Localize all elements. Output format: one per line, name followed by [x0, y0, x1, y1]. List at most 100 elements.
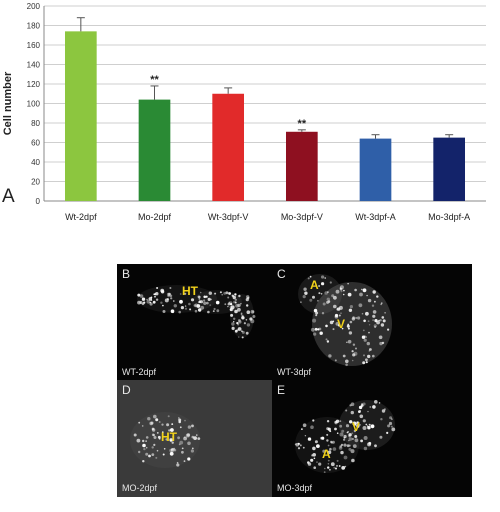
- bar: [212, 93, 245, 201]
- cell-nucleus: [327, 463, 330, 465]
- cell-nucleus: [191, 435, 195, 439]
- cell-nucleus: [351, 359, 354, 362]
- cell-nucleus: [187, 425, 192, 429]
- cell-nucleus: [369, 406, 372, 408]
- cell-nucleus: [142, 439, 145, 443]
- cell-nucleus: [198, 295, 201, 299]
- cell-nucleus: [340, 450, 344, 455]
- cell-nucleus: [329, 447, 332, 451]
- cell-nucleus: [219, 291, 222, 294]
- cell-nucleus: [342, 354, 346, 358]
- cell-nucleus: [372, 310, 377, 314]
- cell-nucleus: [191, 447, 194, 450]
- cell-nucleus: [362, 361, 366, 365]
- cell-nucleus: [351, 432, 354, 435]
- cell-nucleus: [179, 293, 182, 295]
- cell-nucleus: [334, 313, 339, 318]
- y-tick-label: 160: [27, 41, 41, 50]
- cell-nucleus: [327, 450, 332, 455]
- cell-nucleus: [351, 458, 355, 463]
- cell-nucleus: [160, 301, 163, 304]
- cell-nucleus: [350, 402, 355, 406]
- cell-nucleus: [181, 447, 184, 450]
- cell-nucleus: [324, 467, 326, 470]
- cell-nucleus: [366, 294, 368, 297]
- cell-nucleus: [297, 447, 301, 450]
- cell-nucleus: [367, 320, 370, 323]
- cell-nucleus: [215, 300, 220, 305]
- bar: [138, 99, 171, 201]
- cell-nucleus: [238, 294, 241, 298]
- cell-nucleus: [351, 350, 354, 353]
- cell-nucleus: [370, 424, 375, 429]
- cell-nucleus: [366, 341, 370, 346]
- label-atrium-e: A: [322, 447, 331, 461]
- cell-nucleus: [237, 303, 241, 308]
- panel-letter-a: A: [2, 186, 15, 207]
- cell-nucleus: [310, 425, 314, 429]
- cell-nucleus: [153, 443, 156, 446]
- cell-nucleus: [162, 453, 165, 456]
- cell-nucleus: [339, 287, 342, 289]
- cell-nucleus: [363, 446, 368, 451]
- bar: [433, 137, 466, 201]
- cell-nucleus: [342, 293, 345, 296]
- cell-nucleus: [171, 423, 174, 425]
- cell-nucleus: [340, 443, 344, 447]
- cell-nucleus: [374, 400, 378, 404]
- cell-nucleus: [179, 299, 183, 304]
- cell-nucleus: [181, 450, 184, 454]
- cell-nucleus: [198, 300, 202, 303]
- cell-nucleus: [210, 298, 212, 301]
- cell-nucleus: [178, 418, 182, 422]
- cell-nucleus: [309, 275, 312, 278]
- cell-nucleus: [172, 436, 174, 438]
- cell-nucleus: [203, 301, 207, 305]
- cell-nucleus: [162, 304, 164, 307]
- cell-nucleus: [336, 432, 339, 434]
- cell-nucleus: [141, 297, 146, 301]
- cell-nucleus: [304, 291, 308, 295]
- cell-nucleus: [231, 294, 234, 297]
- cell-nucleus: [236, 322, 239, 325]
- cell-nucleus: [153, 414, 157, 419]
- x-tick-label: Mo-3dpf-V: [281, 212, 323, 222]
- cell-nucleus: [381, 341, 385, 345]
- cell-nucleus: [354, 438, 359, 443]
- cell-nucleus: [363, 338, 367, 342]
- cell-nucleus: [310, 458, 314, 462]
- cell-nucleus: [155, 456, 158, 459]
- cell-nucleus: [151, 446, 154, 449]
- cell-nucleus: [319, 331, 323, 335]
- cell-nucleus: [233, 321, 235, 323]
- cell-nucleus: [321, 282, 325, 286]
- cell-nucleus: [303, 287, 307, 291]
- cell-nucleus: [241, 330, 245, 334]
- cell-nucleus: [368, 441, 372, 445]
- cell-nucleus: [307, 437, 312, 441]
- cell-nucleus: [360, 404, 364, 407]
- cell-nucleus: [146, 299, 151, 304]
- cell-nucleus: [153, 293, 155, 295]
- panel-letter-d: D: [122, 383, 131, 397]
- cell-nucleus: [151, 453, 155, 456]
- x-tick-label: Wt-3dpf-A: [355, 212, 396, 222]
- cell-nucleus: [387, 328, 390, 331]
- cell-nucleus: [374, 300, 376, 303]
- cell-nucleus: [313, 308, 318, 313]
- cell-nucleus: [190, 449, 194, 453]
- cell-nucleus: [329, 281, 332, 284]
- cell-nucleus: [378, 319, 380, 322]
- bar-chart-svg: 0 20 40 60 80 100 120 140 160 180 200 Cell number Wt…: [2, 2, 486, 222]
- cell-nucleus: [354, 435, 358, 438]
- cell-nucleus: [348, 433, 352, 437]
- cell-nucleus: [234, 293, 237, 296]
- cell-nucleus: [197, 295, 201, 299]
- bar-chart: 0 20 40 60 80 100 120 140 160 180 200 Cell number Wt…: [0, 0, 500, 232]
- cell-nucleus: [343, 443, 347, 447]
- cell-nucleus: [365, 361, 368, 364]
- panel-letter-c: C: [277, 267, 286, 281]
- cell-cluster-b: [137, 285, 256, 339]
- tissue-glow: [312, 282, 392, 366]
- cell-nucleus: [347, 339, 352, 344]
